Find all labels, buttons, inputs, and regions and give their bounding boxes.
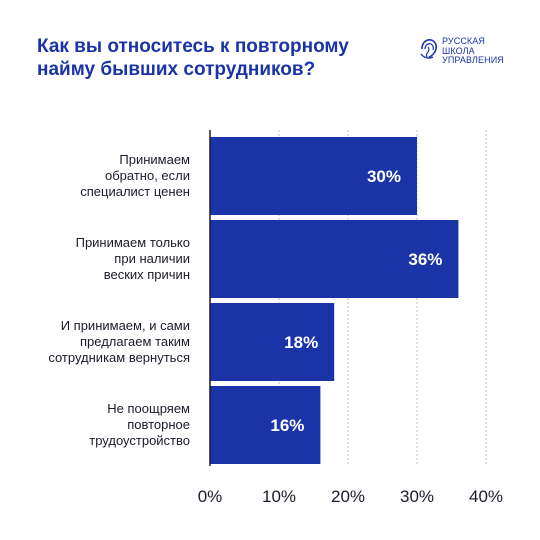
category-label-line: Принимаем bbox=[119, 152, 190, 167]
category-labels: Принимаем обратно, если специалист цененПр… bbox=[48, 152, 190, 448]
category-label-line: обратно, если bbox=[105, 168, 190, 183]
category-label-line: веских причин bbox=[104, 267, 190, 282]
category-label: Принимаем обратно, если специалист ценен bbox=[80, 152, 190, 199]
category-label-line: Принимаем только bbox=[76, 235, 190, 250]
category-label-line: при наличии bbox=[114, 251, 190, 266]
x-tick-label: 40% bbox=[469, 487, 503, 506]
brand-logo: РУССКАЯ ШКОЛА УПРАВЛЕНИЯ bbox=[418, 36, 523, 66]
data-label: 18% bbox=[284, 333, 318, 352]
category-label-line: трудоустройство bbox=[89, 433, 190, 448]
category-label-line: Не поощряем bbox=[107, 401, 190, 416]
x-tick-label: 0% bbox=[198, 487, 223, 506]
bar bbox=[210, 303, 335, 381]
x-tick-label: 30% bbox=[400, 487, 434, 506]
x-tick-labels: 0% 10% 20% 30% 40% bbox=[198, 487, 503, 506]
category-label: Не поощряем повторное трудоустройство bbox=[89, 401, 190, 448]
brand-name: РУССКАЯ ШКОЛА УПРАВЛЕНИЯ bbox=[442, 36, 504, 66]
category-label: И принимаем, и сами предлагаем таким сотру… bbox=[48, 318, 190, 365]
category-label-line: повторное bbox=[127, 417, 190, 432]
category-label-line: И принимаем, и сами bbox=[61, 318, 190, 333]
category-label-line: сотрудникам вернуться bbox=[48, 350, 190, 365]
brand-line-3: УПРАВЛЕНИЯ bbox=[442, 55, 504, 65]
category-label: Принимаем только при наличии веских причин bbox=[76, 235, 190, 282]
category-label-line: предлагаем таким bbox=[80, 334, 190, 349]
x-tick-label: 20% bbox=[331, 487, 365, 506]
data-label: 36% bbox=[408, 250, 442, 269]
rsu-logo-icon bbox=[420, 39, 438, 59]
x-tick-label: 10% bbox=[262, 487, 296, 506]
bars: 30% 36% 18% 16% bbox=[210, 137, 459, 464]
category-label-line: специалист ценен bbox=[80, 184, 190, 199]
brand-line-1: РУССКАЯ bbox=[442, 36, 485, 46]
brand-line-2: ШКОЛА bbox=[442, 45, 475, 56]
data-label: 16% bbox=[270, 416, 304, 435]
chart-title: Как вы относитесь к повторному найму быв… bbox=[37, 36, 349, 80]
bar bbox=[210, 137, 417, 215]
data-label: 30% bbox=[367, 167, 401, 186]
bar bbox=[210, 386, 321, 464]
bar bbox=[210, 220, 459, 298]
